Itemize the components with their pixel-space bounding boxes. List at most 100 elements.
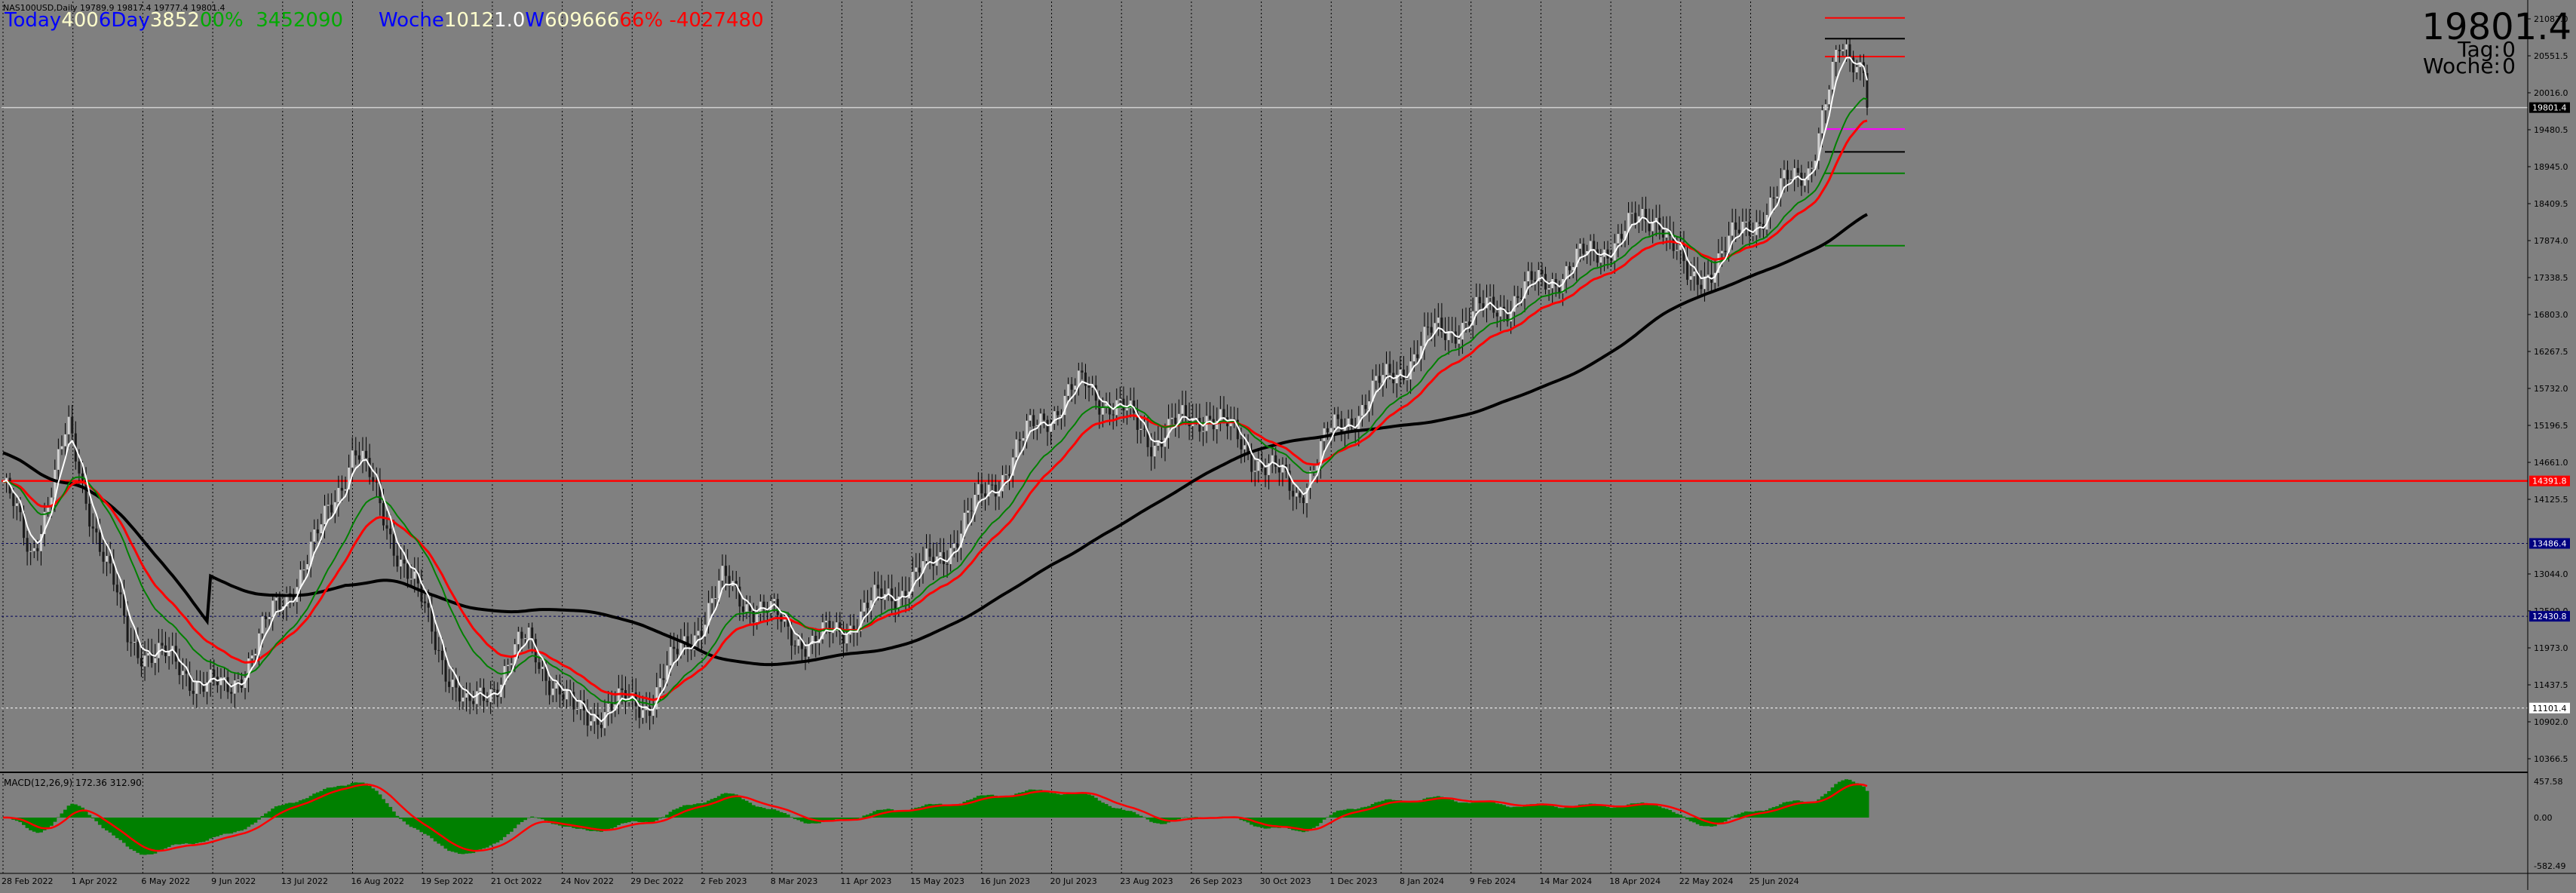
macd-bar xyxy=(1370,804,1375,818)
candle-body xyxy=(1527,271,1530,282)
macd-bar xyxy=(167,818,171,847)
candle-body xyxy=(316,529,319,534)
macd-bar xyxy=(367,785,372,818)
macd-bar xyxy=(354,782,358,818)
candle-body xyxy=(1347,418,1350,427)
macd-bar xyxy=(35,818,40,833)
candle-body xyxy=(1364,404,1367,410)
candle-body xyxy=(302,569,305,571)
macd-bar xyxy=(765,809,770,818)
candle-body xyxy=(265,616,268,619)
candle-body xyxy=(994,484,997,497)
candle-body xyxy=(1475,296,1478,311)
macd-bar xyxy=(799,818,804,822)
date-axis-label: 16 Jun 2023 xyxy=(980,876,1030,886)
candle-body xyxy=(299,569,302,588)
macd-bar xyxy=(136,818,140,853)
candle-body xyxy=(704,624,707,637)
macd-bar xyxy=(1007,796,1012,818)
candle-body xyxy=(1569,265,1572,271)
macd-bar xyxy=(890,809,894,818)
date-axis-label: 1 Dec 2023 xyxy=(1329,876,1377,886)
price-axis-label: 16803.0 xyxy=(2534,310,2568,320)
macd-bar xyxy=(1851,781,1856,818)
macd-bar xyxy=(599,818,603,832)
candle-body xyxy=(1257,461,1260,471)
candle-body xyxy=(1641,209,1644,216)
macd-bar xyxy=(381,799,385,818)
candle-body xyxy=(738,586,741,607)
macd-bar xyxy=(955,804,960,818)
candle-body xyxy=(112,563,115,585)
candle-body xyxy=(1004,474,1007,475)
macd-bar xyxy=(523,818,528,821)
candle-body xyxy=(60,446,63,450)
candle-body xyxy=(98,532,101,552)
macd-bar xyxy=(1017,793,1022,818)
candle-body xyxy=(1423,327,1426,346)
candle-body xyxy=(178,661,181,676)
candle-body xyxy=(894,601,897,609)
candle-body xyxy=(952,543,955,548)
macd-bar xyxy=(1093,797,1098,818)
price-marker-box xyxy=(2529,538,2570,549)
macd-bar xyxy=(146,818,151,855)
candle-body xyxy=(991,484,994,486)
candle-body xyxy=(808,644,811,657)
candle-body xyxy=(437,649,440,651)
candle-body xyxy=(389,528,392,535)
price-axis-label: 17874.0 xyxy=(2534,236,2568,246)
macd-bar xyxy=(409,818,413,827)
macd-bar xyxy=(1474,801,1479,818)
macd-bar xyxy=(350,783,354,818)
candle-body xyxy=(333,502,336,513)
date-axis-label: 6 May 2022 xyxy=(141,876,190,886)
today-stats: Today4006Day385200% 3452090 xyxy=(5,9,343,32)
candle-body xyxy=(1150,447,1153,457)
candle-body xyxy=(1139,428,1142,430)
candle-body xyxy=(1443,331,1446,340)
candle-body xyxy=(189,674,192,691)
candle-body xyxy=(1087,385,1090,388)
macd-bar xyxy=(1485,801,1489,818)
macd-bar xyxy=(391,811,396,818)
date-axis-label: 11 Apr 2023 xyxy=(840,876,891,886)
macd-bar xyxy=(1176,818,1181,820)
price-marker-label: 19801.4 xyxy=(2532,103,2567,113)
price-axis-label: 15732.0 xyxy=(2534,384,2568,394)
date-axis-label: 29 Dec 2022 xyxy=(630,876,683,886)
candle-body xyxy=(614,704,617,710)
macd-bar xyxy=(1045,792,1050,818)
candle-body xyxy=(600,724,603,729)
candle-body xyxy=(1382,375,1385,383)
macd-bar xyxy=(1059,794,1063,818)
candle-body xyxy=(1360,404,1363,416)
macd-bar xyxy=(1287,818,1292,829)
candle-body xyxy=(119,592,122,594)
macd-bar xyxy=(772,809,777,818)
candle-body xyxy=(64,434,67,447)
candle-body xyxy=(911,572,914,592)
macd-bar xyxy=(1125,810,1130,818)
candle-body xyxy=(1593,241,1596,250)
macd-bar xyxy=(513,818,517,829)
macd-bar xyxy=(934,804,939,818)
candle-body xyxy=(551,688,554,695)
candle-body xyxy=(510,663,513,665)
macd-bar xyxy=(474,818,479,852)
macd-bar xyxy=(1723,818,1728,822)
candle-body xyxy=(1164,437,1167,447)
candle-body xyxy=(351,450,354,468)
macd-bar xyxy=(1080,792,1084,818)
candle-body xyxy=(1222,409,1225,418)
date-axis-label: 24 Nov 2022 xyxy=(561,876,614,886)
candle-body xyxy=(209,669,212,683)
candle-body xyxy=(223,677,226,678)
macd-bar xyxy=(572,818,576,828)
candle-body xyxy=(1759,222,1762,224)
candlesticks xyxy=(5,38,1869,739)
candle-body xyxy=(593,714,596,722)
